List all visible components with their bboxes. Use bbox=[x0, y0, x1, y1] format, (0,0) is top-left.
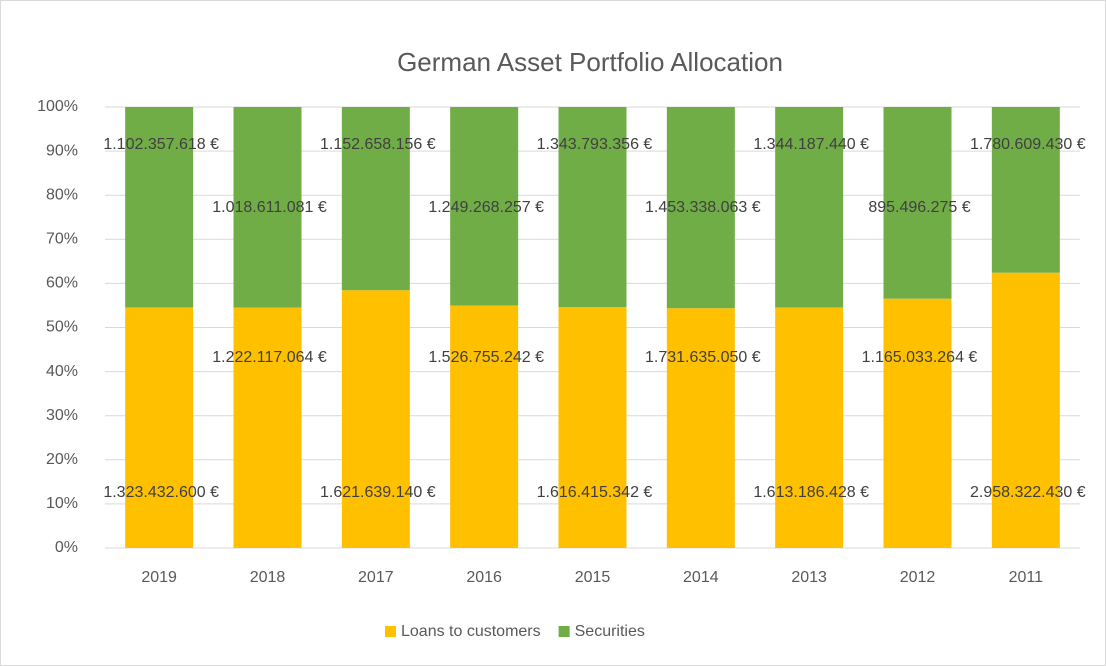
y-tick-label: 0% bbox=[55, 539, 78, 556]
x-tick-label: 2011 bbox=[1009, 569, 1044, 586]
data-label: 1.343.793.356 € bbox=[537, 136, 653, 153]
x-tick-label: 2012 bbox=[900, 569, 936, 586]
data-label: 1.621.639.140 € bbox=[320, 484, 436, 501]
bar-segment bbox=[883, 298, 952, 548]
bar-segment bbox=[450, 305, 519, 548]
data-label: 1.731.635.050 € bbox=[645, 349, 761, 366]
bar-segment bbox=[775, 107, 844, 308]
x-tick-label: 2013 bbox=[791, 569, 827, 586]
legend-swatch bbox=[558, 626, 570, 637]
y-tick-label: 50% bbox=[46, 319, 78, 336]
x-tick-label: 2014 bbox=[683, 569, 719, 586]
bar-segment bbox=[991, 272, 1060, 548]
y-tick-label: 80% bbox=[46, 186, 78, 203]
legend-swatch bbox=[385, 626, 396, 637]
legend-label: Securities bbox=[575, 623, 645, 640]
y-tick-label: 20% bbox=[46, 451, 78, 468]
data-label: 895.496.275 € bbox=[868, 199, 970, 216]
y-tick-label: 100% bbox=[37, 98, 78, 115]
bar-segment bbox=[450, 107, 519, 306]
bar-segment bbox=[558, 107, 627, 308]
bar-segment bbox=[991, 107, 1060, 273]
x-tick-label: 2016 bbox=[466, 569, 502, 586]
x-tick-label: 2017 bbox=[358, 569, 394, 586]
bar-segment bbox=[666, 308, 735, 548]
y-tick-label: 40% bbox=[46, 363, 78, 380]
bar-segment bbox=[883, 107, 952, 299]
y-tick-label: 10% bbox=[46, 495, 78, 512]
y-tick-label: 60% bbox=[46, 275, 78, 292]
data-label: 1.323.432.600 € bbox=[103, 484, 219, 501]
data-label: 1.165.033.264 € bbox=[862, 349, 978, 366]
data-label: 1.616.415.342 € bbox=[537, 484, 653, 501]
data-label: 1.613.186.428 € bbox=[753, 484, 869, 501]
data-label: 1.780.609.430 € bbox=[970, 136, 1086, 153]
x-tick-label: 2018 bbox=[250, 569, 286, 586]
data-label: 1.152.658.156 € bbox=[320, 136, 436, 153]
bar-segment bbox=[775, 307, 844, 548]
bar-segment bbox=[233, 107, 302, 308]
data-label: 1.344.187.440 € bbox=[753, 136, 869, 153]
y-tick-label: 90% bbox=[46, 142, 78, 159]
bar-segment bbox=[125, 307, 194, 548]
data-label: 1.453.338.063 € bbox=[645, 199, 761, 216]
bar-segment bbox=[666, 107, 735, 309]
data-label: 1.102.357.618 € bbox=[103, 136, 219, 153]
y-tick-label: 70% bbox=[46, 231, 78, 248]
data-label: 1.222.117.064 € bbox=[212, 349, 327, 366]
chart-title: German Asset Portfolio Allocation bbox=[397, 47, 783, 77]
bar-segment bbox=[341, 290, 410, 548]
x-tick-label: 2015 bbox=[575, 569, 611, 586]
y-tick-label: 30% bbox=[46, 407, 78, 424]
data-label: 1.249.268.257 € bbox=[428, 199, 544, 216]
data-label: 2.958.322.430 € bbox=[970, 484, 1086, 501]
x-tick-label: 2019 bbox=[141, 569, 177, 586]
bar-segment bbox=[558, 307, 627, 548]
bar-segment bbox=[233, 307, 302, 548]
data-label: 1.018.611.081 € bbox=[212, 199, 327, 216]
data-label: 1.526.755.242 € bbox=[428, 349, 544, 366]
legend-label: Loans to customers bbox=[401, 623, 541, 640]
bar-segment bbox=[341, 107, 410, 291]
bar-segment bbox=[125, 107, 194, 308]
